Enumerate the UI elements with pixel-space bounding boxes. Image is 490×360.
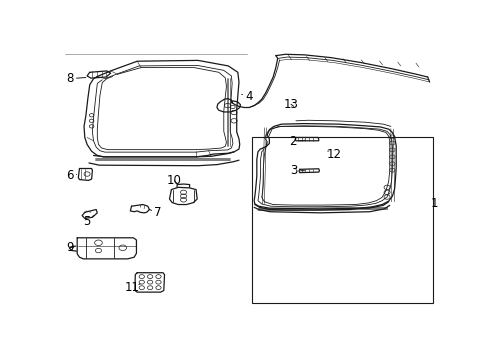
Text: 8: 8	[66, 72, 74, 85]
Text: 1: 1	[430, 198, 438, 211]
Text: 5: 5	[83, 215, 91, 228]
Text: 9: 9	[66, 241, 74, 254]
Text: 3: 3	[290, 164, 297, 177]
Text: 10: 10	[167, 174, 182, 187]
Text: 11: 11	[125, 281, 140, 294]
Text: 4: 4	[245, 90, 253, 103]
Text: 2: 2	[289, 135, 296, 148]
Text: 7: 7	[154, 206, 162, 219]
Text: 6: 6	[66, 169, 74, 182]
Bar	[252, 137, 434, 303]
Text: 13: 13	[284, 98, 298, 111]
Text: 12: 12	[327, 148, 342, 161]
